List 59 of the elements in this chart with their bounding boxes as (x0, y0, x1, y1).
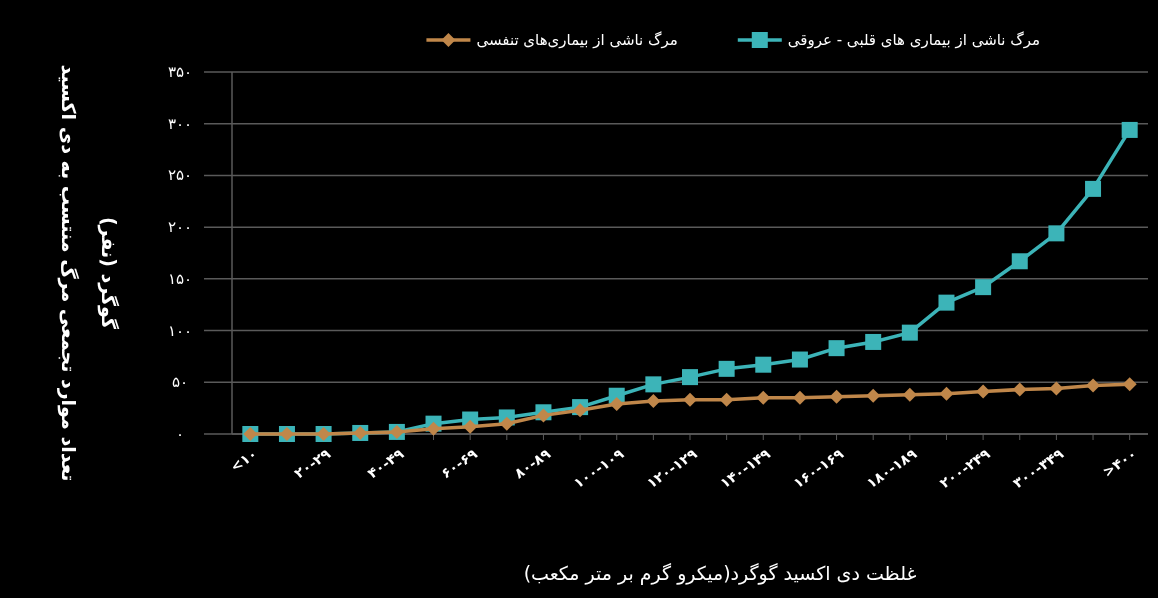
point (1049, 381, 1064, 396)
x-tick-label: ۴۰-۴۹ (364, 445, 407, 482)
y-tick-label: ۵۰ (171, 373, 189, 392)
point (609, 397, 624, 412)
x-axis-title: غلظت دی اکسید گوگرد(میکرو گرم بر متر مکعب) (523, 562, 917, 585)
point (1048, 225, 1065, 242)
point (755, 356, 772, 373)
y-tick-label: ۳۵۰ (167, 63, 193, 81)
y-axis-title: تعداد موارد تجمعی مرگ منتسب به دی اکسید گوگرد (نفر) (57, 64, 120, 482)
x-tick-label: ۱۴۰-۱۴۹ (717, 445, 774, 492)
point (939, 386, 954, 401)
point (499, 416, 514, 431)
x-tick-label: ۱۰۰-۱۰۹ (570, 445, 627, 492)
point (682, 369, 698, 386)
legend-label: مرگ ناشی از بیماری‌های تنفسی (476, 31, 678, 49)
point (1011, 253, 1028, 270)
point (975, 279, 992, 296)
point (829, 389, 844, 404)
point (426, 421, 441, 436)
legend-label: مرگ ناشی از بیماری های قلبی - عروقی (787, 31, 1040, 49)
y-tick-label: ۰ (175, 425, 185, 443)
point (976, 384, 991, 399)
x-tick-label: ۱۲۰-۱۲۹ (643, 445, 701, 492)
point (828, 340, 845, 357)
point (756, 390, 771, 405)
point (463, 419, 478, 434)
point (791, 351, 808, 368)
y-tick-label: ۳۰۰ (167, 114, 193, 133)
point (792, 390, 807, 405)
x-tick-label: >۴۰۰ (1099, 445, 1140, 480)
point (1122, 377, 1137, 392)
y-tick-label: ۲۰۰ (167, 218, 193, 237)
point (938, 294, 955, 311)
x-tick-label: ۱۸۰-۱۸۹ (863, 445, 920, 492)
y-tick-label: ۱۵۰ (167, 269, 193, 288)
point (1086, 378, 1101, 393)
point (683, 392, 697, 407)
point (573, 403, 588, 418)
point (1085, 180, 1102, 197)
point (865, 333, 882, 350)
point (645, 376, 662, 393)
x-tick-label: ۱۶۰-۱۶۹ (790, 445, 847, 492)
point (718, 360, 735, 377)
y-tick-label: ۱۰۰ (167, 321, 193, 340)
point (901, 324, 918, 341)
x-tick-label: <۱۰ (227, 445, 261, 475)
x-tick-label: ۸۰-۸۹ (511, 445, 554, 482)
x-tick-label: ۳۰۰-۳۴۹ (1010, 445, 1067, 492)
point (536, 408, 551, 423)
y-tick-label: ۲۵۰ (167, 166, 193, 185)
point (902, 387, 917, 402)
point (866, 388, 881, 403)
point (719, 392, 734, 407)
point (1121, 121, 1138, 138)
x-tick-label: ۲۰-۲۹ (291, 445, 334, 482)
x-tick-label: ۶۰-۶۹ (437, 445, 481, 482)
point (1012, 382, 1027, 397)
point (646, 393, 661, 408)
x-tick-label: ۲۰۰-۲۴۹ (936, 445, 994, 492)
